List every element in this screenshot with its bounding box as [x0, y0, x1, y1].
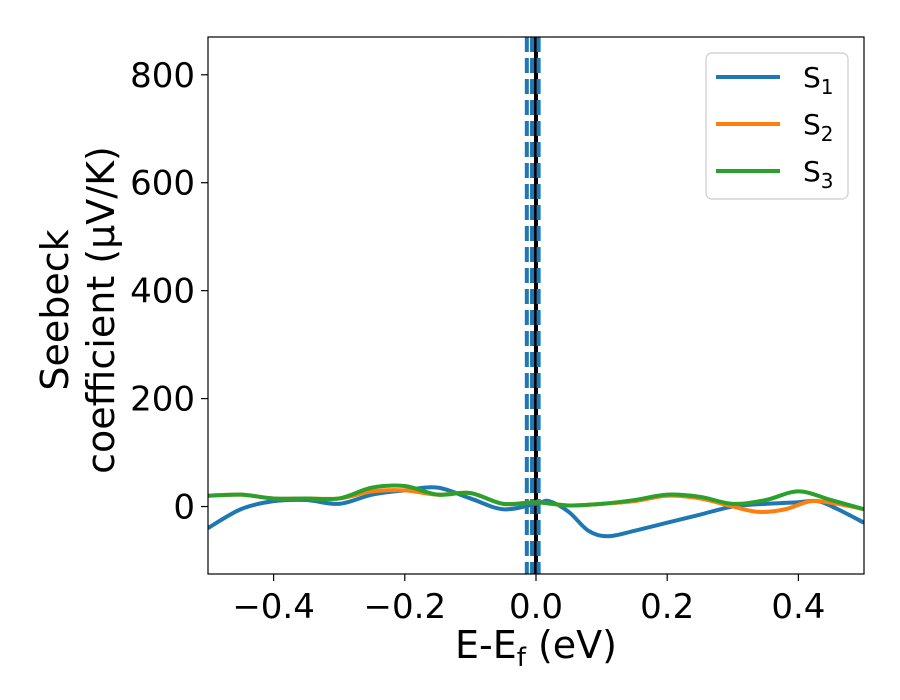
- y-axis-label: Seebeck coefficient (μV/K): [33, 146, 123, 474]
- y-tick-label: 600: [130, 164, 195, 204]
- x-tick-label: 0.0: [509, 587, 563, 627]
- y-tick-label: 400: [130, 272, 195, 312]
- y-tick-label: 0: [173, 488, 195, 528]
- y-tick-label: 800: [130, 56, 195, 96]
- legend: S1 S2 S3: [705, 52, 849, 200]
- y-axis-ticks: 0 200 400 600 800: [130, 56, 208, 528]
- x-tick-label: 0.2: [640, 587, 694, 627]
- x-axis-label: E-Ef (eV): [455, 623, 617, 673]
- x-tick-label: 0.4: [771, 587, 825, 627]
- x-axis-ticks: −0.4 −0.2 0.0 0.2 0.4: [232, 574, 825, 627]
- x-tick-label: −0.4: [232, 587, 315, 627]
- x-tick-label: −0.2: [364, 587, 447, 627]
- series-line-3: [208, 483, 864, 512]
- y-axis-label-line1: Seebeck: [33, 229, 77, 390]
- legend-label-1: S1: [803, 61, 834, 99]
- vertical-marker-lines: [524, 37, 541, 574]
- y-tick-label: 200: [130, 380, 195, 420]
- legend-label-2: S2: [803, 108, 834, 146]
- y-axis-label-line2: coefficient (μV/K): [79, 146, 123, 474]
- legend-label-3: S3: [803, 155, 834, 193]
- series-layer: [208, 483, 864, 539]
